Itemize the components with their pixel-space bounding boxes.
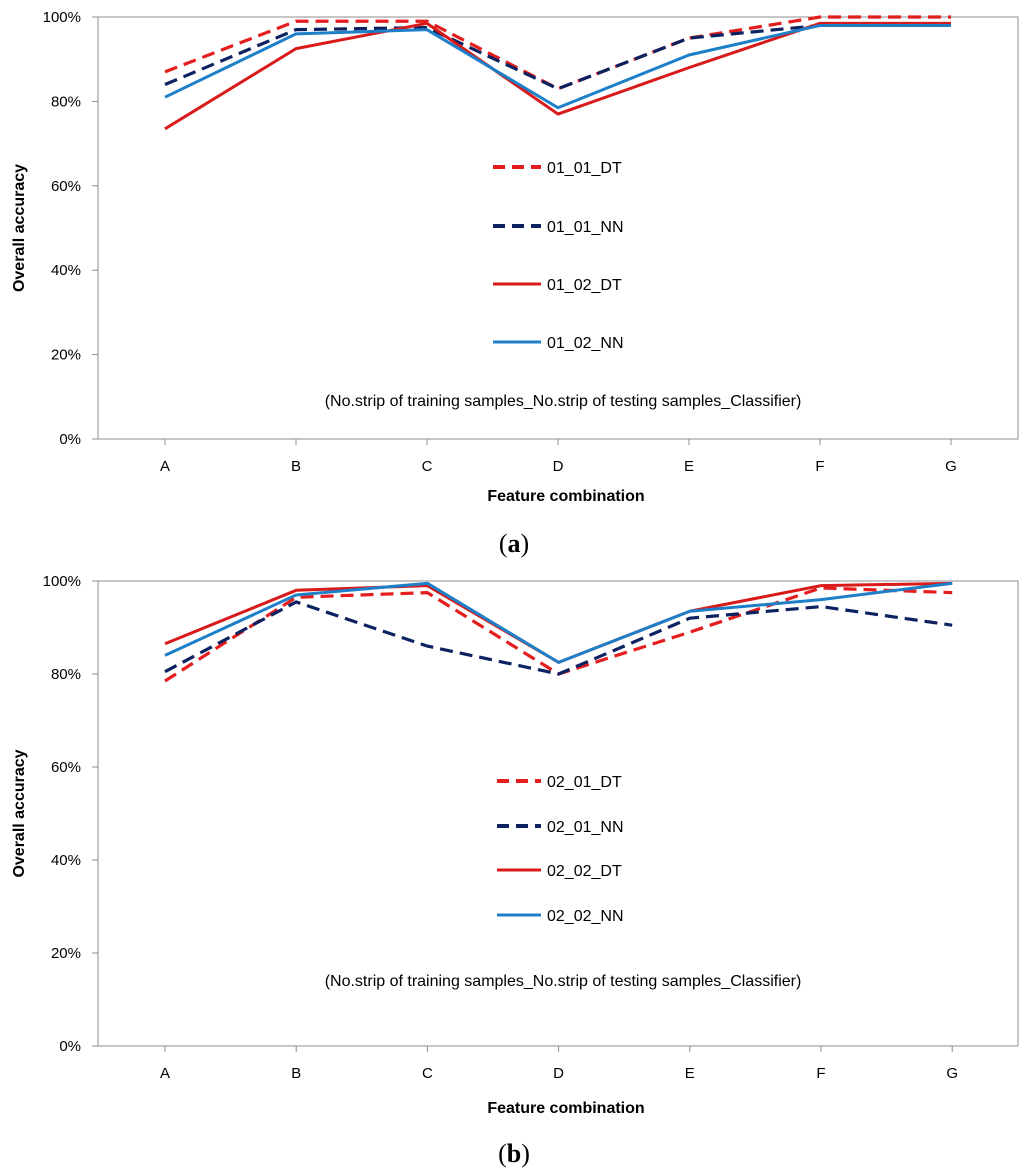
y-tick-label: 40% bbox=[51, 852, 81, 869]
y-axis-title: Overall accuracy bbox=[11, 164, 28, 292]
panel-label: (b) bbox=[498, 1139, 530, 1168]
y-axis-title: Overall accuracy bbox=[11, 749, 28, 877]
y-tick-label: 80% bbox=[51, 666, 81, 683]
series-line-01_02_NN bbox=[164, 23, 951, 110]
legend-label-02_01_NN: 02_01_NN bbox=[547, 819, 624, 836]
x-tick-label: B bbox=[291, 1065, 301, 1082]
y-tick-label: 60% bbox=[51, 759, 81, 776]
x-tick-label: A bbox=[160, 1065, 170, 1082]
y-tick-label: 20% bbox=[51, 945, 81, 962]
panel-label: (a) bbox=[499, 529, 529, 558]
chart-panel-b: 0% 20% 40% 60% 80% 100% A B C D E F G Overall accurac… bbox=[11, 573, 1019, 1168]
x-tick-label: D bbox=[553, 1065, 564, 1082]
legend-label-02_01_DT: 02_01_DT bbox=[547, 774, 622, 791]
plot-area bbox=[97, 580, 1019, 1047]
chart-note: (No.strip of training samples_No.strip o… bbox=[325, 393, 802, 410]
y-tick-label: 80% bbox=[51, 93, 81, 110]
x-tick-label: G bbox=[945, 458, 957, 475]
y-tick-label: 0% bbox=[59, 431, 81, 448]
x-tick-label: B bbox=[291, 458, 301, 475]
y-tick-label: 100% bbox=[43, 9, 81, 26]
legend-label-01_02_DT: 01_02_DT bbox=[547, 277, 622, 294]
y-tick-label: 0% bbox=[59, 1038, 81, 1055]
legend-label-01_01_DT: 01_01_DT bbox=[547, 160, 622, 177]
x-tick-label: E bbox=[684, 458, 694, 475]
x-tick-label: D bbox=[553, 458, 564, 475]
legend-label-02_02_DT: 02_02_DT bbox=[547, 863, 622, 880]
chart-note: (No.strip of training samples_No.strip o… bbox=[325, 973, 802, 990]
x-axis-title: Feature combination bbox=[487, 488, 644, 505]
x-tick-label: C bbox=[422, 1065, 433, 1082]
y-tick-label: 100% bbox=[43, 573, 81, 590]
x-tick-label: A bbox=[160, 458, 170, 475]
x-tick-label: F bbox=[816, 1065, 825, 1082]
x-axis-title: Feature combination bbox=[487, 1100, 644, 1117]
y-tick-label: 40% bbox=[51, 262, 81, 279]
legend-label-01_02_NN: 01_02_NN bbox=[547, 335, 624, 352]
x-tick-label: F bbox=[815, 458, 824, 475]
x-tick-label: G bbox=[946, 1065, 958, 1082]
series-line-01_01_DT bbox=[164, 15, 951, 91]
legend-label-02_02_NN: 02_02_NN bbox=[547, 908, 624, 925]
chart-panel-a: 0% 20% 40% 60% 80% 100% A B C D E F G Overall accurac… bbox=[11, 9, 1019, 558]
y-tick-label: 60% bbox=[51, 178, 81, 195]
y-tick-label: 20% bbox=[51, 347, 81, 364]
x-tick-label: E bbox=[685, 1065, 695, 1082]
x-tick-label: C bbox=[422, 458, 433, 475]
series-line-02_02_DT bbox=[164, 581, 953, 664]
legend-label-01_01_NN: 01_01_NN bbox=[547, 219, 624, 236]
